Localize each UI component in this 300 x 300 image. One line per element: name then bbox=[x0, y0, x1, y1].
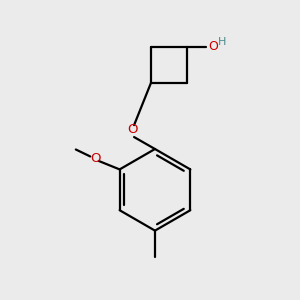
Text: O: O bbox=[208, 40, 218, 53]
Text: O: O bbox=[91, 152, 101, 165]
Text: H: H bbox=[218, 37, 226, 46]
Text: O: O bbox=[127, 123, 137, 136]
